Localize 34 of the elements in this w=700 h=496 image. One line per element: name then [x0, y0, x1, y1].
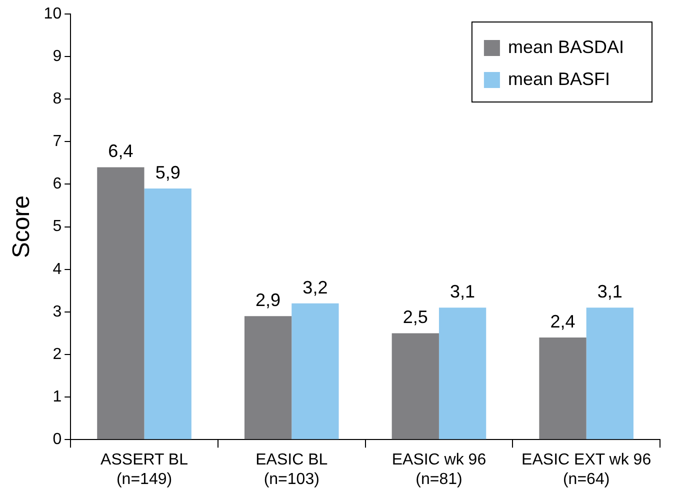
data-label: 5,9 [155, 162, 180, 182]
bar [392, 333, 439, 440]
bar [586, 308, 634, 440]
bar [97, 167, 144, 440]
y-tick-label: 0 [52, 431, 62, 448]
data-label: 2,4 [550, 311, 576, 332]
y-tick-label: 2 [52, 346, 62, 363]
x-tick-label: EASIC EXT wk 96 (n=64) [522, 452, 652, 488]
y-tick-label: 4 [52, 260, 62, 278]
y-axis-title: Score [8, 195, 36, 258]
bar [539, 337, 586, 440]
bar [438, 308, 486, 440]
bar [144, 188, 192, 440]
y-tick-label: 1 [52, 388, 62, 406]
x-tick-label: EASIC BL (n=103) [256, 452, 328, 488]
y-tick-label: 5 [52, 218, 62, 236]
bar [244, 316, 292, 440]
data-label: 6,4 [108, 141, 134, 162]
y-tick-label: 6 [52, 176, 62, 193]
legend-label: mean BASDAI [508, 36, 624, 57]
y-tick-label: 3 [52, 303, 62, 320]
legend-label: mean BASFI [508, 68, 610, 89]
data-label: 2,9 [256, 290, 281, 310]
data-label: 3,1 [597, 282, 622, 302]
data-label: 3,2 [302, 277, 328, 298]
y-tick-label: 7 [52, 133, 62, 150]
data-label: 2,5 [402, 307, 428, 328]
x-tick-label: ASSERT BL (n=149) [100, 452, 188, 488]
x-tick-label: EASIC wk 96 (n=81) [392, 452, 486, 488]
y-tick-label: 10 [44, 5, 62, 22]
bar [292, 303, 339, 440]
y-tick-label: 8 [52, 90, 62, 108]
y-tick-label: 9 [52, 48, 62, 65]
data-label: 3,1 [450, 282, 476, 302]
